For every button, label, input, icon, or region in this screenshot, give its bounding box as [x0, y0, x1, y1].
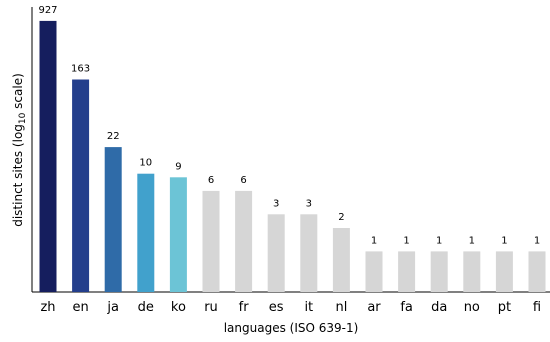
bar-nl — [332, 228, 350, 292]
y-axis-title-prefix: distinct sites (log — [11, 124, 25, 227]
x-tick-label-en: en — [72, 300, 88, 315]
x-tick-label-nl: nl — [335, 300, 347, 315]
bar-no — [463, 251, 481, 292]
value-label-zh: 927 — [38, 5, 57, 16]
y-axis-title-suffix: scale) — [11, 73, 25, 112]
bar-de — [137, 173, 155, 292]
bar-fi — [528, 251, 546, 292]
bar-en — [72, 79, 90, 292]
value-label-de: 10 — [139, 158, 152, 169]
x-tick-label-ja: ja — [106, 300, 119, 315]
value-label-ja: 22 — [107, 131, 120, 142]
x-tick-label-fi: fi — [533, 300, 541, 315]
bar-ja — [104, 147, 122, 292]
bar-it — [300, 214, 318, 292]
x-tick-label-fa: fa — [400, 300, 413, 315]
value-label-da: 1 — [436, 235, 442, 246]
value-label-fi: 1 — [534, 235, 540, 246]
bar-pt — [495, 251, 513, 292]
bar-fa — [398, 251, 416, 292]
bar-da — [430, 251, 448, 292]
value-label-no: 1 — [469, 235, 475, 246]
plot-area: 927 163 22 10 9 6 6 3 3 2 1 1 1 1 1 1 zh en ja de ko ru fr es i… — [31, 5, 550, 315]
x-tick-label-de: de — [138, 300, 154, 315]
y-axis-title-subscript: 10 — [18, 112, 28, 124]
value-label-nl: 2 — [338, 212, 344, 223]
bar-zh — [39, 20, 57, 293]
x-tick-label-ar: ar — [367, 300, 381, 315]
value-label-ar: 1 — [371, 235, 377, 246]
value-label-es: 3 — [273, 198, 279, 209]
x-axis-title: languages (ISO 639-1) — [224, 321, 359, 335]
value-label-fr: 6 — [240, 175, 246, 186]
x-tick-label-pt: pt — [498, 300, 511, 315]
value-label-ko: 9 — [175, 161, 181, 172]
value-labels-group: 927 163 22 10 9 6 6 3 3 2 1 1 1 1 1 1 — [38, 5, 540, 246]
value-label-it: 3 — [306, 198, 312, 209]
bar-fr — [235, 190, 253, 292]
x-tick-label-fr: fr — [239, 300, 250, 315]
bar-ru — [202, 190, 220, 292]
x-tick-label-it: it — [304, 300, 313, 315]
x-tick-label-no: no — [464, 300, 480, 315]
bar-ar — [365, 251, 383, 292]
bar-es — [267, 214, 285, 292]
value-label-en: 163 — [71, 64, 90, 75]
value-label-ru: 6 — [208, 175, 214, 186]
x-tick-label-da: da — [431, 300, 447, 315]
x-tick-label-zh: zh — [40, 300, 55, 315]
x-tick-label-ru: ru — [204, 300, 218, 315]
y-axis-title: distinct sites (log10 scale) — [11, 73, 28, 227]
value-label-fa: 1 — [403, 235, 409, 246]
x-tick-labels-group: zh en ja de ko ru fr es it nl ar fa da no pt fi — [40, 300, 541, 315]
bar-ko — [169, 177, 187, 292]
bars-group — [39, 20, 546, 293]
x-tick-label-es: es — [269, 300, 284, 315]
value-label-pt: 1 — [501, 235, 507, 246]
x-tick-label-ko: ko — [171, 300, 186, 315]
